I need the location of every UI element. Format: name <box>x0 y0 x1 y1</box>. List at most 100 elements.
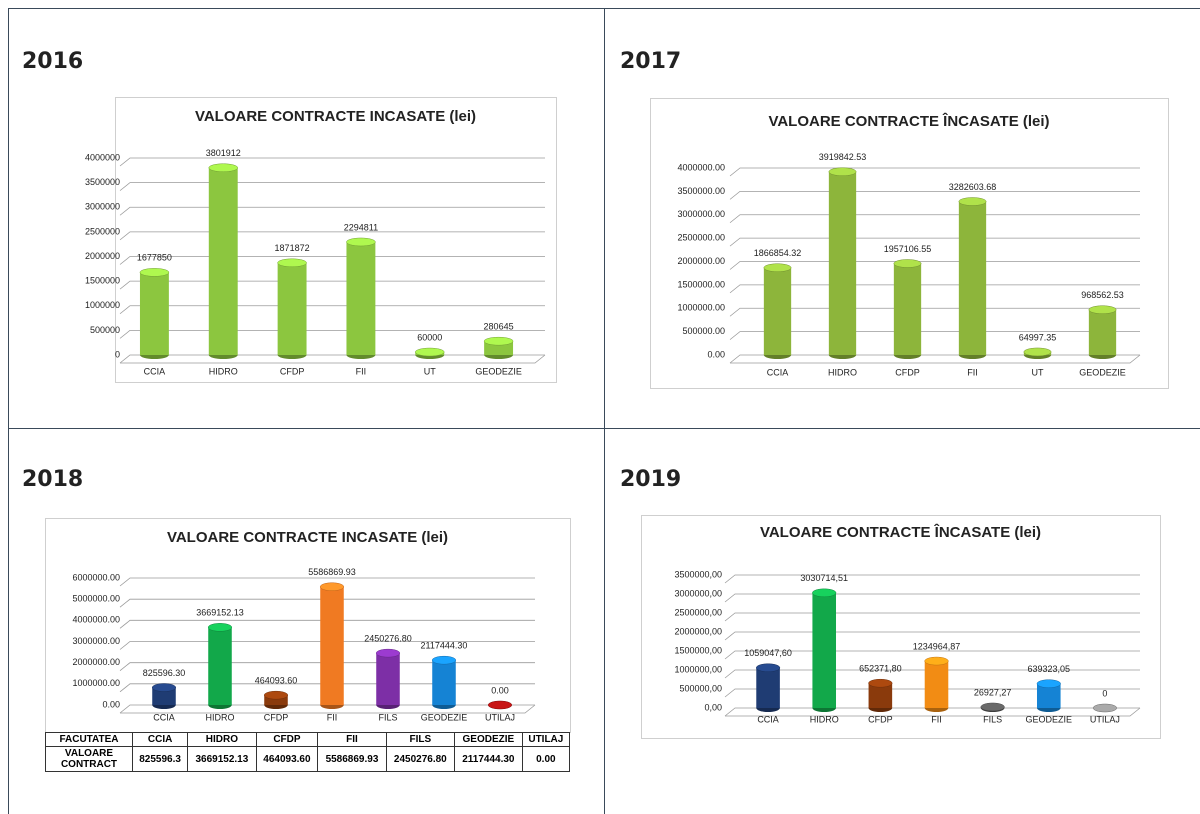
grid-line <box>119 280 545 290</box>
y-tick-label: 5000000.00 <box>72 594 120 604</box>
table-cell: UTILAJ <box>521 732 571 747</box>
value-label: 639323,05 <box>1028 664 1071 674</box>
x-tick-label: FII <box>356 366 367 376</box>
y-tick-label: 3000000,00 <box>674 588 722 598</box>
x-tick-label: GEODEZIE <box>1079 367 1126 377</box>
grid-line <box>729 354 1140 364</box>
value-label: 0 <box>1102 688 1107 698</box>
table-cell: FILS <box>385 732 456 747</box>
x-tick-label: CCIA <box>767 367 789 377</box>
bar-top <box>346 237 376 247</box>
grid-line <box>729 237 1140 247</box>
bar <box>376 653 400 705</box>
bar <box>763 267 792 355</box>
chart-frame <box>115 97 557 383</box>
grid-line <box>724 574 1140 584</box>
section-heading: 2019 <box>620 467 681 492</box>
grid-line <box>119 256 545 265</box>
bar <box>277 262 307 355</box>
data-table: FACUTATEA CCIA HIDRO CFDP FII FILS GEODEZIE UTI… <box>45 732 571 772</box>
value-label: 825596.30 <box>143 668 186 678</box>
table-cell: VALOARE CONTRACT <box>45 746 133 772</box>
table-cell: 3669152.13 <box>187 746 257 772</box>
y-tick-label: 2000000.00 <box>677 256 725 266</box>
grid-line <box>729 331 1140 340</box>
y-tick-label: 4000000.00 <box>72 615 120 625</box>
table-cell: 825596.3 <box>131 746 189 772</box>
grid-line <box>119 157 545 167</box>
x-tick-label: CFDP <box>868 714 893 724</box>
y-tick-label: 500000,00 <box>679 683 722 693</box>
chart-frame <box>641 515 1161 739</box>
bar <box>264 695 288 705</box>
table-cell: CFDP <box>255 732 319 747</box>
grid-line <box>119 704 535 714</box>
x-tick-label: FILS <box>983 714 1002 724</box>
value-label: 26927,27 <box>974 687 1012 697</box>
table-row: FACUTATEA CCIA HIDRO CFDP FII FILS GEODEZIE UTI… <box>45 732 571 747</box>
x-tick-label: FII <box>327 712 338 722</box>
y-tick-label: 1500000 <box>85 276 120 286</box>
grid-line <box>119 182 545 191</box>
x-tick-label: CCIA <box>153 712 175 722</box>
bar <box>924 661 949 708</box>
value-label: 1866854.32 <box>754 248 802 258</box>
bar <box>868 683 893 708</box>
x-tick-label: UT <box>424 366 436 376</box>
y-tick-label: 0,00 <box>704 702 722 712</box>
floor <box>120 704 536 714</box>
y-tick-label: 1500000,00 <box>674 645 722 655</box>
grid-line <box>119 619 535 629</box>
table-cell: HIDRO <box>187 732 257 747</box>
bar-top <box>208 163 238 173</box>
x-tick-label: GEODEZIE <box>421 712 468 722</box>
section-heading: 2016 <box>22 49 83 74</box>
y-tick-label: 4000000.00 <box>677 162 725 172</box>
bar-top <box>812 588 837 598</box>
value-label: 1677850 <box>137 253 172 263</box>
x-tick-label: FII <box>931 714 942 724</box>
bar-top <box>1036 679 1061 688</box>
grid-line <box>729 261 1140 270</box>
value-label: 652371,80 <box>859 664 902 674</box>
x-tick-label: UT <box>1032 367 1044 377</box>
grid-line <box>119 231 545 241</box>
chart-title: VALOARE CONTRACTE ÎNCASATE (lei) <box>760 523 1041 541</box>
grid-line <box>119 206 545 216</box>
grid-line <box>724 612 1140 622</box>
bar-top <box>207 623 233 632</box>
value-label: 1234964,87 <box>913 641 961 651</box>
y-tick-label: 3000000 <box>85 202 120 212</box>
bar-top <box>763 263 792 272</box>
value-label: 3669152.13 <box>196 608 244 618</box>
bar-top <box>828 167 857 176</box>
y-tick-label: 2000000 <box>85 251 120 261</box>
value-label: 2450276.80 <box>364 634 412 644</box>
grid-line <box>724 593 1140 603</box>
y-tick-label: 3500000.00 <box>677 186 725 196</box>
x-tick-label: HIDRO <box>828 367 857 377</box>
table-cell: 2450276.80 <box>385 746 456 772</box>
y-tick-label: 0.00 <box>707 349 725 359</box>
x-tick-label: HIDRO <box>206 712 235 722</box>
bar-top <box>483 336 514 346</box>
y-tick-label: 2500000 <box>85 226 120 236</box>
x-tick-label: GEODEZIE <box>1026 714 1073 724</box>
bar-top <box>1092 703 1117 713</box>
x-tick-label: CFDP <box>895 367 920 377</box>
y-tick-label: 2000000.00 <box>72 657 120 667</box>
table-cell: CCIA <box>131 732 189 747</box>
grid-line <box>729 167 1140 177</box>
table-row: VALOARE CONTRACT 825596.3 3669152.13 464093… <box>45 746 571 772</box>
grid-line <box>729 307 1140 317</box>
y-tick-label: 2500000,00 <box>674 607 722 617</box>
grid-line <box>119 329 545 339</box>
grid-line <box>724 688 1140 698</box>
outer-border <box>8 8 1200 814</box>
bar <box>893 263 922 355</box>
value-label: 60000 <box>417 332 442 342</box>
y-tick-label: 2500000.00 <box>677 233 725 243</box>
table-cell: 5586869.93 <box>317 746 387 772</box>
grid-line <box>119 354 545 364</box>
